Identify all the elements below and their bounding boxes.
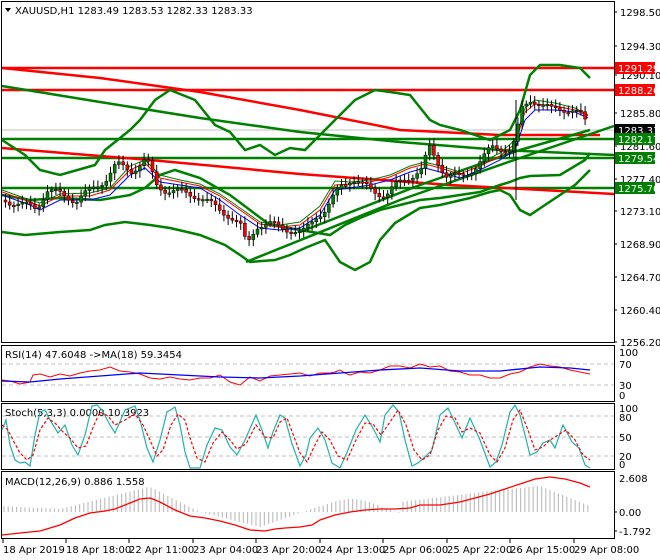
price-tick: 1264.70 [620,273,660,284]
stoch-panel-frame [1,403,615,470]
price-tag: 1288.26 [618,86,659,97]
price-tick: 1260.40 [620,306,660,317]
time-label: 23 Apr 04:00 [193,545,258,556]
price-tag: 1283.33 [618,126,659,137]
price-axis: 1298.50 1294.30 1290.10 1285.80 1281.60 1277.… [614,8,660,349]
bollinger-upper [1,63,591,177]
price-tick: 1281.60 [620,142,660,153]
rsi-line [1,363,591,386]
green-trendline-ascending[interactable] [245,124,615,264]
stoch-label: Stoch(5,3,3) 0.0000 10.3923 [5,408,149,419]
candlesticks [3,95,587,247]
time-label: 18 Apr 18:00 [66,545,131,556]
time-label: 23 Apr 20:00 [256,545,321,556]
rsi-panel: RSI(14) 47.6048 ->MA(18) 59.3454 [1,350,614,386]
price-tick: 1285.80 [620,109,660,120]
symbol-header: XAUUSD,H1 1283.49 1283.53 1282.33 1283.3… [15,6,253,17]
stoch-axis-80: 80 [619,413,632,424]
rsi-axis-100: 100 [619,348,638,359]
price-tick: 1298.50 [620,8,660,19]
time-label: 26 Apr 15:00 [510,545,575,556]
stoch-axis-50: 50 [619,433,632,444]
price-tag: 1275.76 [618,184,659,195]
price-tag: 1279.54 [618,154,659,165]
stoch-d-line [1,408,591,464]
panel-frames [1,1,615,539]
price-tick: 1273.10 [620,207,660,218]
subpanel-axes: 100 70 30 0 100 80 50 20 0 2.608 0.00 -1… [614,348,651,538]
macd-label: MACD(12,26,9) 0.886 1.558 [5,477,145,488]
macd-signal-line [1,476,591,536]
bollinger-lower [1,169,591,272]
price-tick: 1268.90 [620,240,660,251]
stoch-k-line [1,403,591,469]
price-tick: 1277.40 [620,175,660,186]
macd-axis-zero: 0.00 [619,508,641,519]
rsi-panel-frame [1,345,615,402]
rsi-axis-70: 70 [619,360,632,371]
price-tag: 1291.29 [618,64,659,75]
rsi-axis-30: 30 [619,381,632,392]
ma-blue [1,109,589,231]
time-label: 18 Apr 2019 [3,545,65,556]
rsi-label: RSI(14) 47.6048 ->MA(18) 59.3454 [5,350,182,361]
stoch-axis-100: 100 [619,404,638,415]
bollinger-bands [1,63,592,272]
time-label: 24 Apr 13:00 [320,545,385,556]
stoch-axis-20: 20 [619,452,632,463]
price-tick: 1256.20 [620,338,660,349]
rsi-axis-0: 0 [619,391,625,402]
collapse-triangle-icon[interactable] [5,8,11,12]
rsi-ma-line [1,366,591,383]
bollinger-middle [1,152,592,237]
stoch-panel: Stoch(5,3,3) 0.0000 10.3923 [1,403,614,469]
time-label: 25 Apr 22:00 [447,545,512,556]
macd-panel-frame [1,471,615,539]
macd-panel: MACD(12,26,9) 0.886 1.558 [1,476,591,536]
macd-axis-min: -1.792 [619,527,651,538]
price-tick: 1294.30 [620,42,660,53]
time-label: 25 Apr 06:00 [383,545,448,556]
macd-axis-max: 2.608 [619,474,648,485]
ma-green [1,99,589,226]
main-chart-frame [1,1,615,343]
time-label: 29 Apr 08:00 [574,545,639,556]
stoch-axis-0: 0 [619,460,625,471]
macd-histogram [3,486,589,527]
time-label: 22 Apr 11:00 [129,545,194,556]
price-tick: 1290.10 [620,71,660,82]
price-tag: 1282.17 [618,135,659,146]
